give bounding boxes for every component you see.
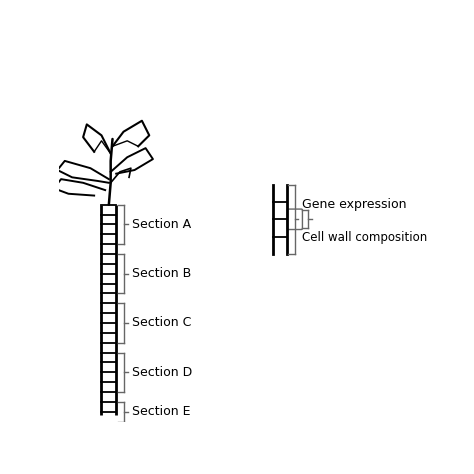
Text: Section C: Section C [132, 317, 191, 329]
Text: Gene expression: Gene expression [302, 198, 407, 211]
Text: Section D: Section D [132, 366, 192, 379]
Text: Cell wall composition: Cell wall composition [302, 231, 428, 244]
Text: Section B: Section B [132, 267, 191, 280]
Text: Section E: Section E [132, 405, 191, 418]
FancyBboxPatch shape [287, 209, 302, 229]
Text: Section A: Section A [132, 218, 191, 231]
